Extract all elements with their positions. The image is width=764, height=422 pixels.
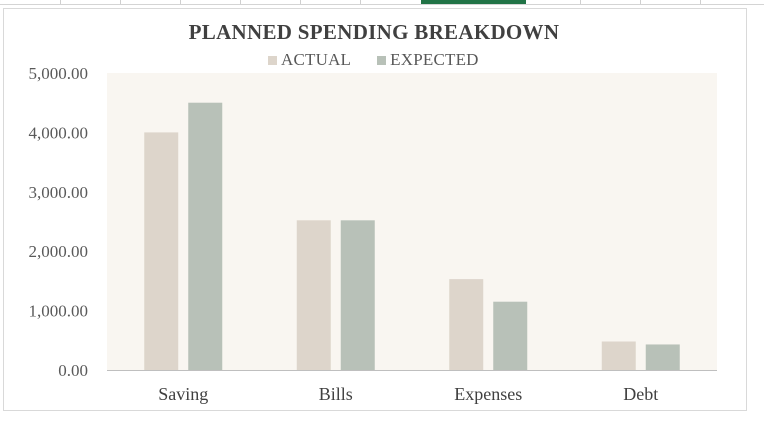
legend-label-expected: EXPECTED (390, 50, 479, 69)
bar-actual-bills (296, 220, 331, 370)
y-tick-label: 4,000.00 (29, 123, 89, 142)
column-divider (300, 0, 301, 4)
legend-label-actual: ACTUAL (281, 50, 352, 69)
legend-swatch-expected (377, 55, 387, 65)
bar-expected-debt (645, 344, 680, 370)
legend-item-expected: EXPECTED (377, 50, 478, 70)
column-divider (240, 0, 241, 4)
bar-expected-saving (188, 102, 223, 370)
chart-title: PLANNED SPENDING BREAKDOWN (188, 20, 560, 44)
column-divider (700, 0, 701, 4)
y-tick-label: 0.00 (58, 361, 88, 380)
y-tick-label: 1,000.00 (29, 302, 89, 321)
legend-item-actual: ACTUAL (268, 50, 351, 70)
column-divider (640, 0, 641, 4)
y-tick-label: 2,000.00 (29, 242, 89, 261)
column-divider (360, 0, 361, 4)
x-tick-label: Bills (319, 384, 353, 404)
legend-swatch-actual (268, 55, 277, 65)
x-tick-label: Debt (623, 384, 658, 404)
y-tick-label: 3,000.00 (29, 183, 89, 202)
bar-expected-expenses (493, 301, 528, 370)
bar-expected-bills (340, 220, 375, 370)
spreadsheet-column-strip (0, 0, 764, 5)
bar-actual-expenses (449, 279, 484, 370)
column-divider (580, 0, 581, 4)
x-tick-label: Expenses (454, 384, 522, 404)
bar-actual-debt (601, 341, 636, 370)
x-tick-label: Saving (158, 384, 208, 404)
chart-legend: ACTUAL EXPECTED (268, 50, 505, 70)
selected-column-indicator (421, 0, 526, 4)
column-divider (60, 0, 61, 4)
bar-actual-saving (144, 132, 179, 370)
column-divider (180, 0, 181, 4)
y-tick-label: 5,000.00 (29, 64, 89, 83)
column-divider (120, 0, 121, 4)
